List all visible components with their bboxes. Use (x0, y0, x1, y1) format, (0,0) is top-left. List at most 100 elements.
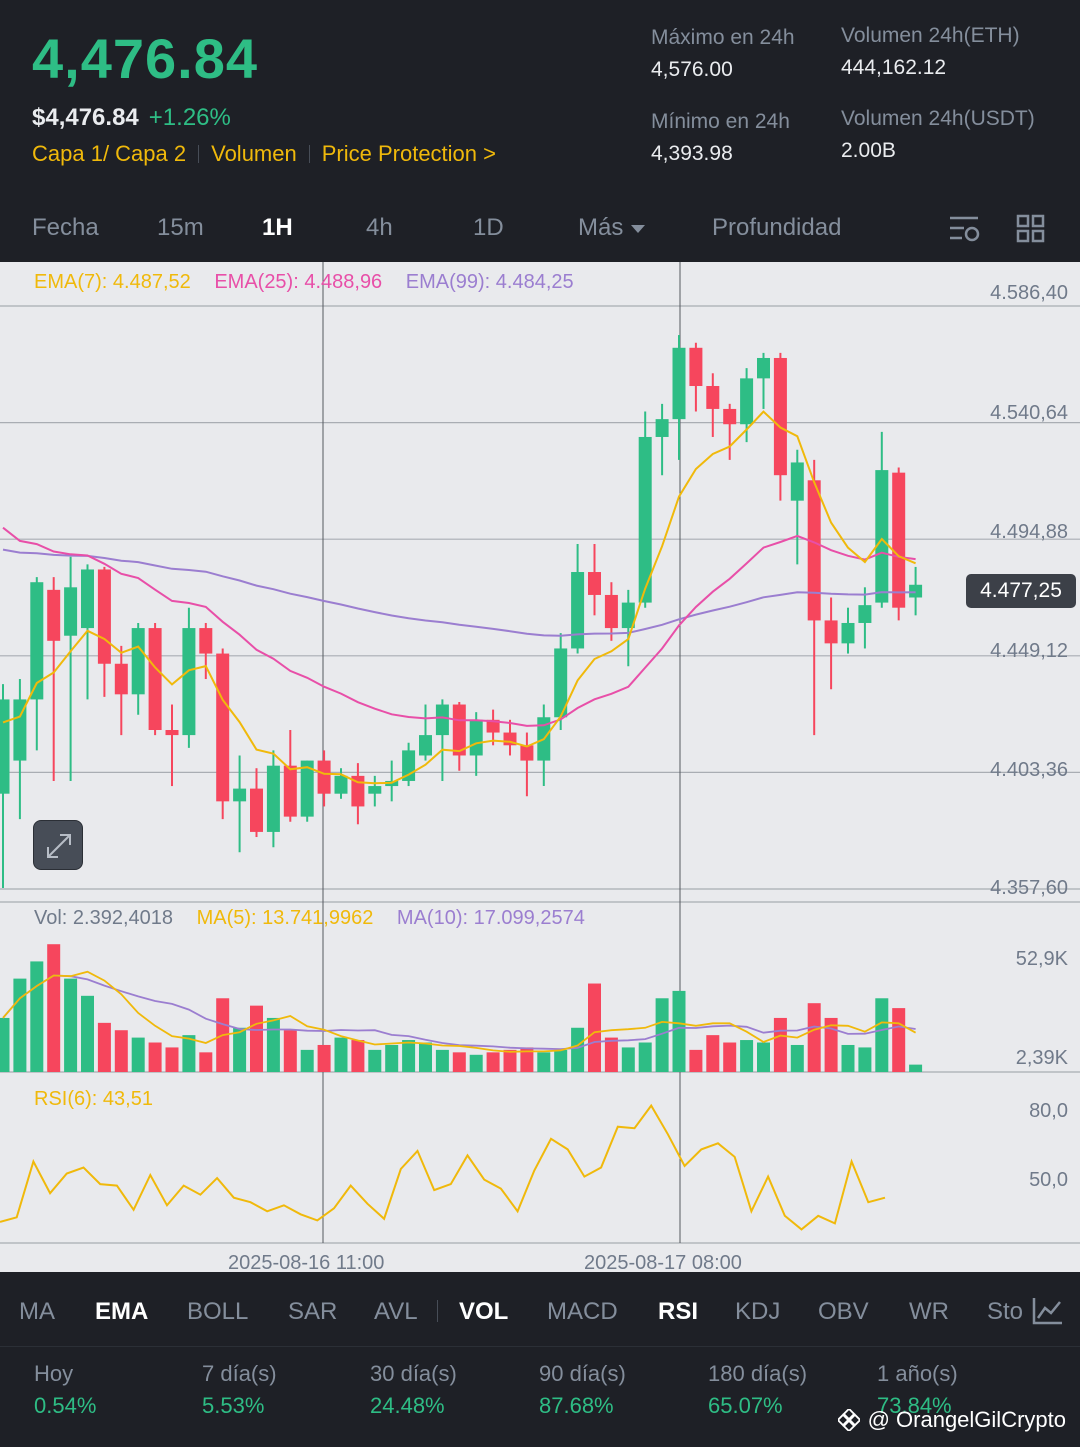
candle-body (165, 730, 179, 736)
indicator-sar[interactable]: SAR (288, 1298, 338, 1325)
volume-bar (909, 1064, 923, 1072)
volume-bar (807, 1003, 821, 1072)
perf-value: 5.53% (202, 1393, 265, 1418)
stat-label: Volumen 24h(USDT) (841, 107, 1035, 130)
volume-bar (351, 1040, 365, 1072)
volume-bar (621, 1047, 635, 1072)
tag-price-protection[interactable]: Price Protection > (321, 141, 496, 166)
candle-body (638, 436, 652, 603)
tab-15m[interactable]: 15m (157, 214, 204, 241)
candle-body (740, 378, 754, 425)
candle-body (317, 760, 331, 794)
chart-settings-icon[interactable] (948, 214, 982, 244)
candle-body (199, 628, 213, 654)
candle-body (824, 620, 838, 644)
volume-bar (64, 978, 78, 1072)
volume-bar (13, 978, 27, 1072)
ema7-legend: EMA(7): 4.487,52 (34, 271, 191, 293)
indicator-kdj[interactable]: KDJ (735, 1298, 781, 1325)
volume-ma5-line (2, 970, 917, 1053)
stat-label: Volumen 24h(ETH) (841, 24, 1020, 47)
volume-bar (402, 1040, 416, 1072)
volume-bar (47, 944, 61, 1072)
candle-body (773, 357, 787, 476)
indicator-vol[interactable]: VOL (459, 1298, 509, 1325)
perf-label: Hoy (34, 1361, 74, 1386)
perf-label: 90 día(s) (539, 1361, 626, 1386)
volume-bar (638, 1042, 652, 1072)
ema99-line (2, 548, 916, 637)
volume-bar (757, 1042, 770, 1072)
candle-body (182, 628, 196, 736)
stat-label: Máximo en 24h (651, 26, 795, 49)
volume-bar (892, 1008, 906, 1072)
price-axis-label: 4.586,40 (990, 282, 1068, 304)
candle-body (97, 569, 111, 664)
volume-bar (131, 1037, 145, 1072)
candle-body (250, 788, 263, 832)
price-change: +1.26% (148, 104, 231, 131)
ma5-legend: MA(5): 13.741,9962 (196, 907, 374, 929)
indicator-ma[interactable]: MA (19, 1298, 55, 1325)
tab-1h[interactable]: 1H (262, 214, 293, 241)
volume-bar (824, 1017, 838, 1072)
tab-4h[interactable]: 4h (366, 214, 393, 241)
candle-body (486, 719, 500, 733)
candle-body (807, 480, 821, 621)
candle-body (266, 765, 280, 832)
candle-body (81, 569, 94, 629)
indicator-rsi[interactable]: RSI (658, 1298, 699, 1325)
volume-bar (419, 1042, 432, 1072)
volume-bar (740, 1040, 754, 1072)
tab-more[interactable]: Más (578, 214, 646, 242)
rsi-axis-label: 50,0 (1029, 1169, 1068, 1191)
candle-body (64, 587, 78, 636)
stat-value: 444,162.12 (841, 56, 947, 79)
price-axis-label: 4.357,60 (990, 877, 1068, 899)
volume-axis-label: 52,9K (1015, 948, 1068, 970)
volume-bar (604, 1037, 618, 1072)
perf-label: 7 día(s) (202, 1361, 277, 1386)
tag-layer[interactable]: Capa 1/ Capa 2 (32, 141, 187, 166)
kline-chart-svg[interactable] (0, 262, 1080, 1272)
tag-row: Capa 1/ Capa 2 Volumen Price Protection … (32, 141, 496, 167)
indicator-ema[interactable]: EMA (95, 1298, 149, 1325)
indicator-settings-icon[interactable] (1032, 1296, 1064, 1326)
tag-volume[interactable]: Volumen (211, 141, 297, 166)
tab-1d[interactable]: 1D (473, 214, 504, 241)
candle-body (621, 602, 635, 629)
tab-fecha[interactable]: Fecha (32, 214, 99, 241)
volume-bar (537, 1052, 551, 1072)
watermark: @ OrangelGilCrypto (837, 1407, 1066, 1433)
chart-grid (0, 262, 1080, 1244)
volume-bar (250, 1005, 263, 1072)
layout-grid-icon[interactable] (1016, 214, 1046, 244)
indicator-boll[interactable]: BOLL (187, 1298, 249, 1325)
ema7-line (2, 410, 916, 785)
volume-bar (672, 990, 686, 1072)
volume-bar (334, 1037, 348, 1072)
stat-high: Máximo en 24h 4,576.00 (651, 26, 795, 82)
kline-chart[interactable]: EMA(7): 4.487,52 EMA(25): 4.488,96 EMA(9… (0, 262, 1080, 1274)
indicator-obv[interactable]: OBV (818, 1298, 869, 1325)
volume-bar (469, 1054, 483, 1072)
candle-body (706, 386, 720, 409)
indicator-avl[interactable]: AVL (374, 1298, 418, 1325)
indicator-wr[interactable]: WR (909, 1298, 949, 1325)
candle-body (47, 589, 61, 641)
volume-bar (520, 1047, 534, 1072)
tab-depth[interactable]: Profundidad (712, 214, 842, 241)
candle-body (469, 719, 483, 756)
candle-body (114, 663, 128, 695)
price-axis-label: 4.449,12 (990, 640, 1068, 662)
expand-chart-button[interactable] (33, 820, 83, 870)
volume-bar (554, 1049, 568, 1072)
candle-body (419, 735, 432, 756)
candle-body (334, 775, 348, 794)
rsi-layer (0, 1103, 886, 1231)
indicator-sto[interactable]: Sto (987, 1298, 1024, 1325)
interval-tabs: Fecha 15m 1H 4h 1D Más Profundidad (0, 196, 1080, 262)
price-subrow: $4,476.84 +1.26% (32, 104, 231, 132)
volume-bar (723, 1042, 737, 1072)
indicator-macd[interactable]: MACD (547, 1298, 618, 1325)
